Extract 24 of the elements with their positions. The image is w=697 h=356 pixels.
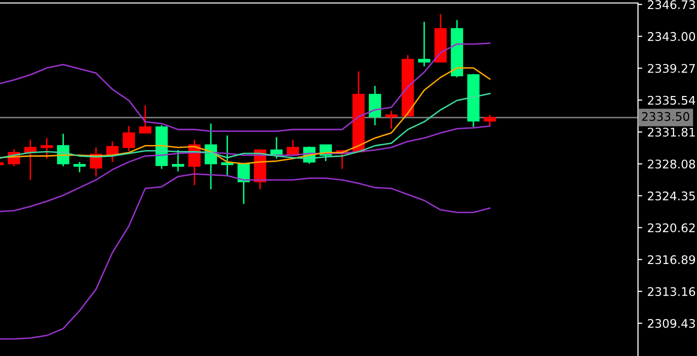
y-tick-label: 2324.35: [648, 191, 695, 200]
y-tick-label: 2328.08: [648, 160, 696, 169]
y-tick-label: 2346.73: [648, 0, 695, 10]
y-tick-label: 2313.16: [648, 287, 696, 296]
candlestick: [40, 137, 53, 160]
candlestick: [385, 110, 398, 130]
candlestick: [172, 149, 184, 172]
candlestick: [122, 125, 135, 152]
candlestick: [73, 161, 86, 173]
ref-line-label: 2333.50: [642, 112, 690, 121]
candlestick: [368, 85, 382, 126]
y-tick-label: 2335.54: [648, 96, 696, 105]
candlestick: [139, 104, 152, 134]
y-tick-label: 2309.43: [648, 318, 695, 328]
y-tick-label: 2320.62: [648, 223, 695, 232]
candlestick: [418, 21, 430, 67]
line-series: [0, 125, 491, 212]
y-tick-label: 2339.27: [648, 64, 695, 73]
y-tick-label: 2331.81: [648, 128, 695, 137]
candlestick: [106, 140, 119, 163]
y-tick-label: 2316.89: [648, 255, 696, 264]
y-tick-label: 2343.00: [648, 32, 696, 41]
line-series: [0, 42, 491, 132]
candlestick: [484, 114, 496, 127]
